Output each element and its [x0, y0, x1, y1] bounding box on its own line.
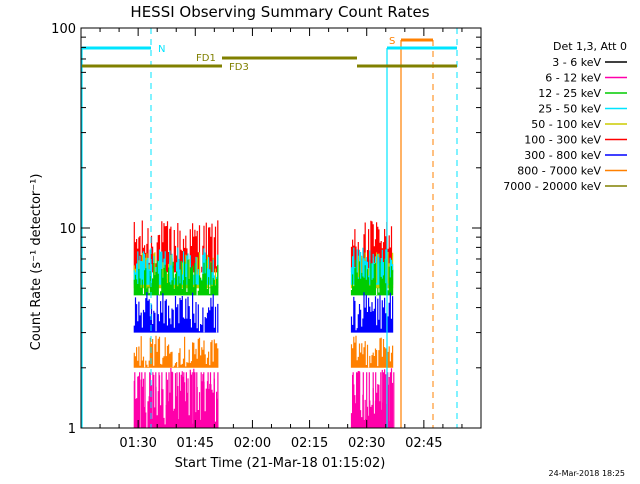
legend-label: 6 - 12 keV — [545, 72, 601, 85]
series-trace-300-800--interval-0 — [133, 292, 219, 333]
series-trace-12-25--interval-1 — [350, 259, 394, 296]
axis-ticks — [81, 27, 481, 429]
legend-label: 300 - 800 keV — [524, 149, 601, 162]
annotation-fd3: FD3 — [229, 62, 249, 73]
y-axis-label: Count Rate (s⁻¹ detector⁻¹) — [29, 174, 44, 351]
y-tick-label: 1 — [68, 422, 76, 437]
y-tick-label: 100 — [51, 22, 76, 37]
dropout-trace-interval-1 — [352, 372, 395, 428]
x-tick-label: 01:45 — [177, 436, 214, 451]
legend-label: 100 - 300 keV — [524, 134, 601, 147]
legend-label: 7000 - 20000 keV — [503, 180, 601, 193]
annotation-fd1: FD1 — [196, 53, 216, 64]
annotation-s: S — [389, 36, 395, 47]
legend-label: 3 - 6 keV — [552, 56, 601, 69]
x-axis-label: Start Time (21-Mar-18 01:15:02) — [175, 456, 386, 471]
overlay-lines: N S FD1 FD3 — [81, 28, 458, 428]
annotation-n: N — [158, 44, 165, 55]
x-tick-label: 02:00 — [234, 436, 271, 451]
series-trace-800-7000--interval-1 — [350, 335, 394, 368]
y-tick-label: 10 — [59, 222, 76, 237]
series-trace-12-25--interval-0 — [133, 259, 219, 296]
x-tick-label: 02:30 — [348, 436, 385, 451]
series-trace-300-800--interval-1 — [350, 292, 394, 333]
series-trace-800-7000--interval-0 — [133, 335, 219, 368]
legend-label: 800 - 7000 keV — [517, 165, 601, 178]
y-tick-labels: 1 10 100 — [51, 22, 76, 437]
x-tick-labels: 01:30 01:45 02:00 02:15 02:30 02:45 — [119, 436, 442, 451]
x-tick-label: 02:15 — [291, 436, 328, 451]
dropout-trace-interval-0 — [134, 372, 219, 428]
legend-label: 12 - 25 keV — [538, 87, 601, 100]
legend: 3 - 6 keV 6 - 12 keV 12 - 25 keV 25 - 50 ke… — [503, 56, 627, 193]
x-tick-label: 02:45 — [405, 436, 442, 451]
timestamp: 24-Mar-2018 18:25 — [549, 469, 626, 478]
x-tick-label: 01:30 — [119, 436, 156, 451]
legend-label: 50 - 100 keV — [531, 118, 601, 131]
legend-title: Det 1,3, Att 0 — [553, 40, 627, 53]
data-marks — [133, 220, 395, 428]
plot-frame — [80, 27, 482, 429]
chart-title: HESSI Observing Summary Count Rates — [130, 3, 429, 21]
series-trace-6-12--interval-0 — [133, 368, 219, 428]
legend-label: 25 - 50 keV — [538, 103, 601, 116]
